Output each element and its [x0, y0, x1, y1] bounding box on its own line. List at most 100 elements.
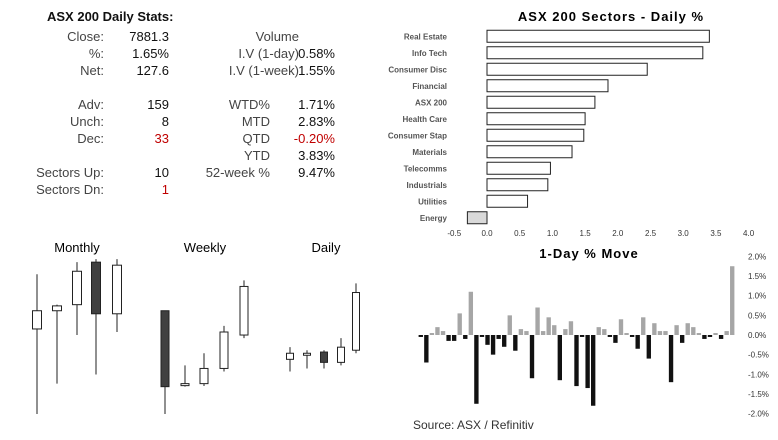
stat-right-top-0-label: Volume	[255, 29, 299, 44]
move-ytick-0: 2.0%	[748, 252, 766, 261]
move-bar-51	[702, 335, 707, 339]
stat-left-0-value: 7881.3	[129, 29, 169, 44]
stat-left-3-value: 159	[147, 97, 169, 112]
move-bar-19	[524, 331, 529, 335]
stat-right-bottom-1-label: MTD	[241, 114, 270, 129]
sector-bar-2	[486, 62, 648, 76]
move-bar-39	[635, 335, 640, 349]
monthly-candle-1	[52, 305, 62, 312]
daily-candle-4	[352, 292, 360, 351]
sector-label-8: Telecomms	[404, 164, 448, 173]
move-ytick-7: -1.5%	[748, 390, 769, 399]
sector-label-7: Materials	[412, 148, 447, 157]
sector-bar-3	[486, 79, 609, 93]
sector-label-10: Utilities	[418, 197, 447, 206]
stat-right-bottom-3-value: 3.83%	[298, 148, 335, 163]
move-bar-15	[502, 335, 507, 347]
sector-label-3: Financial	[412, 82, 447, 91]
move-bar-42	[652, 323, 657, 335]
stat-left-0-label: Close:	[67, 29, 104, 44]
move-bar-31	[591, 335, 596, 406]
move-bar-4	[440, 331, 446, 335]
move-bar-24	[552, 325, 557, 335]
stat-left-6-value: 10	[154, 165, 169, 180]
move-bar-30	[585, 335, 590, 389]
weekly-candle-2	[199, 367, 209, 385]
sector-label-1: Info Tech	[412, 49, 447, 58]
move-bar-1	[424, 335, 429, 363]
sector-xtick-4: 1.5	[580, 229, 592, 238]
monthly-candle-2	[72, 270, 82, 306]
move-ytick-5: -0.5%	[748, 351, 769, 360]
sector-xtick-1: 0.0	[481, 229, 493, 238]
move-bar-6	[451, 335, 457, 341]
move-bar-52	[707, 335, 713, 337]
daily-candle-3	[337, 346, 345, 363]
sector-label-5: Health Care	[403, 115, 448, 124]
stat-right-bottom-1-value: 2.83%	[298, 114, 335, 129]
move-bar-13	[490, 335, 496, 355]
sector-xtick-6: 2.5	[645, 229, 657, 238]
stat-right-bottom-2-label: QTD	[242, 131, 270, 146]
move-bar-9	[468, 291, 474, 335]
stat-left-6-label: Sectors Up:	[36, 165, 104, 180]
stat-left-5-value: 33	[154, 131, 169, 146]
sector-bar-7	[486, 145, 573, 159]
daily-candle-2	[320, 351, 328, 363]
weekly-title: Weekly	[184, 240, 227, 255]
stat-left-7-label: Sectors Dn:	[36, 182, 104, 197]
move-bar-35	[613, 335, 618, 343]
move-ytick-3: 0.5%	[748, 311, 766, 320]
move-chart-title: 1-Day % Move	[539, 246, 638, 261]
sector-label-2: Consumer Disc	[388, 65, 447, 74]
move-bar-54	[718, 335, 724, 339]
move-bar-12	[485, 335, 490, 345]
move-bar-21	[535, 307, 540, 335]
move-bar-46	[674, 325, 679, 335]
weekly-candle-1	[180, 383, 190, 387]
stat-left-7-value: 1	[161, 182, 169, 197]
sector-bar-9	[486, 178, 549, 192]
move-bar-49	[691, 327, 696, 335]
stat-right-top-2-value: 1.55%	[298, 63, 335, 78]
move-bar-20	[529, 335, 535, 379]
move-bar-29	[579, 335, 585, 337]
stat-left-2-value: 127.6	[136, 63, 169, 78]
move-bar-8	[463, 335, 468, 339]
stat-right-bottom-0-value: 1.71%	[298, 97, 335, 112]
move-ytick-2: 1.0%	[748, 292, 766, 301]
move-bar-0	[418, 335, 423, 337]
move-bar-36	[618, 319, 624, 335]
weekly-candle-4	[239, 285, 249, 336]
sector-bar-6	[486, 128, 585, 142]
move-ytick-6: -1.0%	[748, 370, 769, 379]
stat-right-bottom-0-label: WTD%	[228, 97, 270, 112]
daily-candle-0	[286, 352, 294, 360]
weekly-candle-3	[219, 331, 229, 369]
move-ytick-4: 0.0%	[748, 331, 766, 340]
sector-xtick-8: 3.5	[710, 229, 722, 238]
sector-bar-0	[486, 29, 710, 43]
stat-left-5-label: Dec:	[77, 131, 104, 146]
sector-xtick-7: 3.0	[678, 229, 690, 238]
sector-bar-5	[486, 112, 586, 126]
monthly-candle-3	[91, 261, 101, 315]
sector-label-9: Industrials	[407, 181, 448, 190]
sector-label-11: Energy	[420, 214, 448, 223]
weekly-candle-0	[160, 310, 170, 388]
stat-left-1-label: %:	[88, 46, 104, 61]
move-bar-5	[446, 335, 451, 341]
stat-right-bottom-4-label: 52-week %	[205, 165, 270, 180]
sector-bar-11	[466, 211, 488, 225]
monthly-candle-0	[32, 310, 42, 330]
move-ytick-1: 1.5%	[748, 272, 766, 281]
move-bar-43	[657, 331, 663, 335]
stat-right-top-1-value: 0.58%	[298, 46, 335, 61]
stat-right-bottom-4-value: 9.47%	[298, 165, 335, 180]
move-bar-47	[679, 335, 685, 343]
stat-left-2-label: Net:	[80, 63, 104, 78]
sector-label-0: Real Estate	[404, 32, 448, 41]
move-bar-34	[607, 335, 613, 337]
